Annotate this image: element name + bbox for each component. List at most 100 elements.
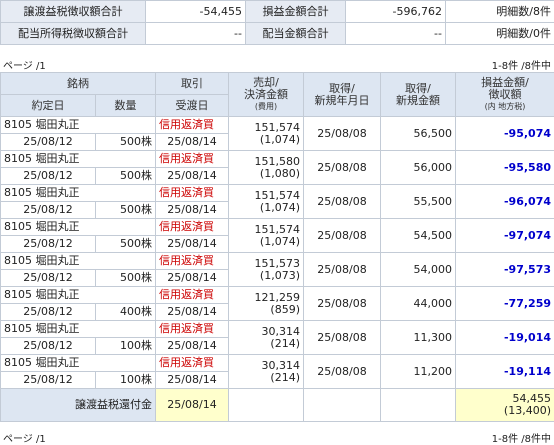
- header-line: (費用): [232, 101, 300, 113]
- amount: 151,574: [232, 224, 300, 236]
- header-cell: 取得/新規金額: [381, 73, 456, 117]
- header-cell: 受渡日: [156, 95, 229, 117]
- quantity: 500株: [96, 168, 156, 185]
- amount: 30,314: [232, 360, 300, 372]
- header-line: 新規金額: [384, 95, 452, 107]
- stock-name: 8105 堀田丸正: [1, 185, 156, 202]
- cost: (1,080): [232, 168, 300, 180]
- cost: (1,073): [232, 270, 300, 282]
- header-cell: 取引: [156, 73, 229, 95]
- acq-date: 25/08/08: [304, 151, 381, 185]
- quantity: 500株: [96, 134, 156, 151]
- footer-label: 譲渡益税還付金: [1, 389, 156, 422]
- acq-amount: 11,200: [381, 355, 456, 389]
- profit-loss: -95,580: [456, 151, 554, 185]
- exec-date: 25/08/12: [1, 270, 96, 287]
- cost: (1,074): [232, 134, 300, 146]
- amount-cell: 151,574(1,074): [229, 185, 304, 219]
- header-line: 取得/: [384, 83, 452, 95]
- exec-date: 25/08/12: [1, 338, 96, 355]
- summary-value: -54,455: [146, 1, 246, 23]
- quantity: 500株: [96, 270, 156, 287]
- stock-name: 8105 堀田丸正: [1, 151, 156, 168]
- stock-name: 8105 堀田丸正: [1, 355, 156, 372]
- pager-top: ページ /1 1-8件 /8件中: [0, 57, 554, 71]
- amount: 151,574: [232, 122, 300, 134]
- acq-date: 25/08/08: [304, 321, 381, 355]
- amount-cell: 151,574(1,074): [229, 219, 304, 253]
- acq-amount: 56,000: [381, 151, 456, 185]
- amount: 151,573: [232, 258, 300, 270]
- header-line: 売却/: [232, 77, 300, 89]
- summary-value: --: [146, 23, 246, 45]
- profit-loss: -96,074: [456, 185, 554, 219]
- trade-type: 信用返済買: [156, 117, 229, 134]
- cost: (859): [232, 304, 300, 316]
- summary-value: --: [346, 23, 446, 45]
- acq-date: 25/08/08: [304, 287, 381, 321]
- acq-amount: 54,000: [381, 253, 456, 287]
- footer-amount-cell: 54,455(13,400): [456, 389, 554, 422]
- trade-type: 信用返済買: [156, 355, 229, 372]
- acq-date: 25/08/08: [304, 219, 381, 253]
- trade-type: 信用返済買: [156, 287, 229, 304]
- trade-table: 銘柄取引売却/決済金額(費用)取得/新規年月日取得/新規金額損益金額/徴収額(内…: [0, 72, 554, 422]
- exec-date: 25/08/12: [1, 372, 96, 389]
- header-cell: 取得/新規年月日: [304, 73, 381, 117]
- quantity: 100株: [96, 372, 156, 389]
- acq-amount: 54,500: [381, 219, 456, 253]
- cost: (214): [232, 372, 300, 384]
- page-label: ページ /1: [3, 57, 46, 72]
- settle-date: 25/08/14: [156, 168, 229, 185]
- acq-amount: 55,500: [381, 185, 456, 219]
- amount-cell: 30,314(214): [229, 321, 304, 355]
- amount-cell: 151,574(1,074): [229, 117, 304, 151]
- amount-cell: 30,314(214): [229, 355, 304, 389]
- empty-cell: [229, 389, 304, 422]
- amount: 121,259: [232, 292, 300, 304]
- header-cell: 数量: [96, 95, 156, 117]
- amount: 151,574: [232, 190, 300, 202]
- footer-local-tax: (13,400): [459, 405, 551, 417]
- cost: (214): [232, 338, 300, 350]
- trade-type: 信用返済買: [156, 185, 229, 202]
- header-cell: 売却/決済金額(費用): [229, 73, 304, 117]
- header-line: 取得/: [307, 83, 377, 95]
- summary-value: 明細数/8件: [446, 1, 554, 23]
- summary-label: 配当所得税徴収額合計: [1, 23, 146, 45]
- exec-date: 25/08/12: [1, 304, 96, 321]
- empty-cell: [381, 389, 456, 422]
- quantity: 500株: [96, 202, 156, 219]
- profit-loss: -77,259: [456, 287, 554, 321]
- stock-name: 8105 堀田丸正: [1, 219, 156, 236]
- settle-date: 25/08/14: [156, 236, 229, 253]
- amount-cell: 151,573(1,073): [229, 253, 304, 287]
- profit-loss: -95,074: [456, 117, 554, 151]
- acq-amount: 56,500: [381, 117, 456, 151]
- header-line: 徴収額: [459, 89, 551, 101]
- trade-type: 信用返済買: [156, 151, 229, 168]
- empty-cell: [304, 389, 381, 422]
- trade-type: 信用返済買: [156, 321, 229, 338]
- cost: (1,074): [232, 236, 300, 248]
- quantity: 100株: [96, 338, 156, 355]
- header-line: 新規年月日: [307, 95, 377, 107]
- summary-label: 配当金額合計: [246, 23, 346, 45]
- trade-type: 信用返済買: [156, 253, 229, 270]
- amount: 30,314: [232, 326, 300, 338]
- header-line: (内 地方税): [459, 101, 551, 113]
- quantity: 400株: [96, 304, 156, 321]
- stock-name: 8105 堀田丸正: [1, 321, 156, 338]
- acq-date: 25/08/08: [304, 117, 381, 151]
- stock-name: 8105 堀田丸正: [1, 287, 156, 304]
- acq-date: 25/08/08: [304, 253, 381, 287]
